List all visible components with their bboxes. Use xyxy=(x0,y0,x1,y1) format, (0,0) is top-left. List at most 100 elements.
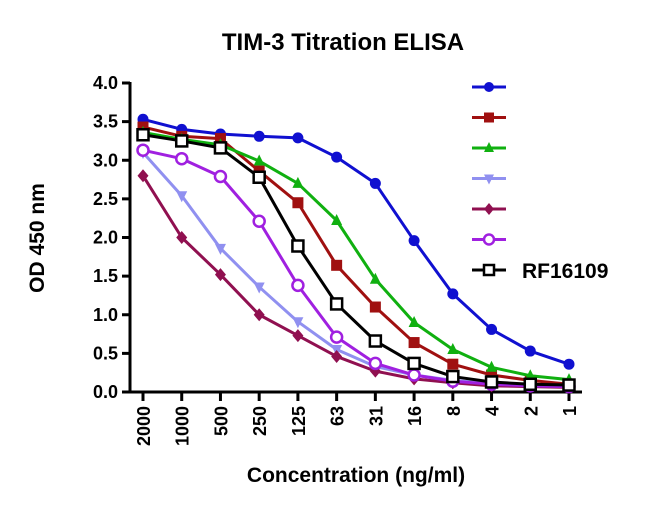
legend-label: RF16109 xyxy=(522,260,608,283)
x-tick-label: 1 xyxy=(560,406,580,416)
marker-triangle-up xyxy=(484,142,494,152)
marker-open-circle xyxy=(368,356,383,371)
marker-triangle-down xyxy=(176,191,188,203)
marker-square xyxy=(486,369,498,381)
marker-circle xyxy=(408,235,420,247)
marker-circle xyxy=(484,82,494,92)
marker-circle xyxy=(253,130,265,142)
marker-triangle-up xyxy=(447,343,459,355)
marker-triangle-up xyxy=(331,214,343,226)
x-tick-label: 16 xyxy=(405,406,425,426)
marker-circle xyxy=(524,345,536,357)
x-tick-label: 125 xyxy=(289,406,309,436)
marker-circle xyxy=(486,323,498,335)
marker-square xyxy=(369,301,381,313)
marker-open-square xyxy=(174,134,189,148)
series-line xyxy=(142,148,570,389)
marker-circle xyxy=(447,288,459,300)
x-tick-label: 2000 xyxy=(134,406,154,446)
marker-open-square xyxy=(329,297,344,311)
marker-circle xyxy=(563,358,575,370)
series-1 xyxy=(137,113,575,370)
marker-open-square xyxy=(484,375,499,389)
marker-circle xyxy=(369,177,381,189)
legend: RF16109 xyxy=(472,82,608,283)
marker-open-circle xyxy=(174,151,189,166)
legend-entry xyxy=(472,82,506,92)
series-6 xyxy=(136,143,576,394)
marker-open-circle xyxy=(407,368,421,382)
marker-square xyxy=(447,358,459,370)
series-4 xyxy=(137,148,575,393)
marker-open-square xyxy=(291,239,305,253)
marker-triangle-down xyxy=(484,174,494,185)
series-layer xyxy=(136,113,576,394)
marker-triangle-up xyxy=(486,360,498,372)
marker-diamond xyxy=(331,349,343,363)
series-line xyxy=(142,117,570,366)
y-tick-label: 2.0 xyxy=(93,228,118,248)
marker-open-square xyxy=(213,141,228,155)
legend-entry xyxy=(472,233,506,246)
marker-square xyxy=(292,197,304,209)
marker-open-circle xyxy=(252,214,266,229)
x-tick-label: 63 xyxy=(328,406,348,426)
marker-triangle-up xyxy=(408,315,420,327)
marker-open-square xyxy=(446,369,460,384)
marker-diamond xyxy=(176,231,188,244)
axes: 0.0 0.5 1.0 1.5 2.0 2.5 3.0 3.5 4.0 2000 1000 500 25… xyxy=(93,73,582,446)
marker-diamond xyxy=(253,308,265,322)
marker-triangle-up xyxy=(369,272,381,284)
x-tick-label: 250 xyxy=(250,406,270,436)
y-tick-label: 3.5 xyxy=(93,112,118,132)
marker-diamond xyxy=(484,203,494,215)
marker-open-circle xyxy=(291,278,305,293)
marker-square xyxy=(331,259,343,271)
series-line xyxy=(142,125,570,386)
marker-open-circle xyxy=(329,330,344,344)
legend-entry xyxy=(472,203,506,215)
marker-open-circle xyxy=(136,143,150,157)
marker-diamond xyxy=(137,169,149,183)
y-tick-label: 2.5 xyxy=(93,189,118,209)
marker-circle xyxy=(292,132,304,144)
legend-entry: RF16109 xyxy=(472,260,608,283)
marker-open-square xyxy=(407,356,421,371)
marker-triangle-down xyxy=(253,282,265,294)
marker-triangle-up xyxy=(292,176,304,188)
series-line xyxy=(141,174,570,389)
y-tick-label: 1.5 xyxy=(93,266,118,286)
marker-open-square xyxy=(482,263,496,277)
x-tick-label: 500 xyxy=(211,406,231,436)
legend-entry xyxy=(472,174,506,185)
x-tick-label: 1000 xyxy=(173,406,193,446)
marker-circle xyxy=(331,151,343,163)
marker-open-square xyxy=(562,378,576,392)
y-tick-label: 3.0 xyxy=(93,150,118,170)
x-tick-label: 4 xyxy=(483,406,503,416)
marker-open-circle xyxy=(482,233,496,246)
marker-open-circle xyxy=(213,169,228,184)
marker-diamond xyxy=(214,268,226,282)
marker-diamond xyxy=(292,329,304,343)
y-tick-label: 4.0 xyxy=(93,73,118,93)
legend-entry xyxy=(472,112,506,123)
y-axis-label: OD 450 nm xyxy=(26,183,49,293)
series-5 xyxy=(137,169,575,394)
marker-square xyxy=(484,112,494,123)
marker-open-square xyxy=(368,334,383,348)
y-tick-label: 0.5 xyxy=(93,343,118,363)
x-tick-label: 2 xyxy=(521,406,541,416)
y-tick-label: 0.0 xyxy=(93,382,118,402)
marker-open-square xyxy=(136,128,150,142)
marker-triangle-down xyxy=(292,317,304,329)
marker-open-square xyxy=(252,170,266,184)
series-7 xyxy=(136,128,576,392)
x-axis-label: Concentration (ng/ml) xyxy=(247,464,465,487)
series-3 xyxy=(137,125,575,385)
y-tick-label: 1.0 xyxy=(93,305,118,325)
x-tick-label: 8 xyxy=(444,406,464,416)
marker-open-square xyxy=(523,377,538,392)
legend-entry xyxy=(472,142,506,152)
